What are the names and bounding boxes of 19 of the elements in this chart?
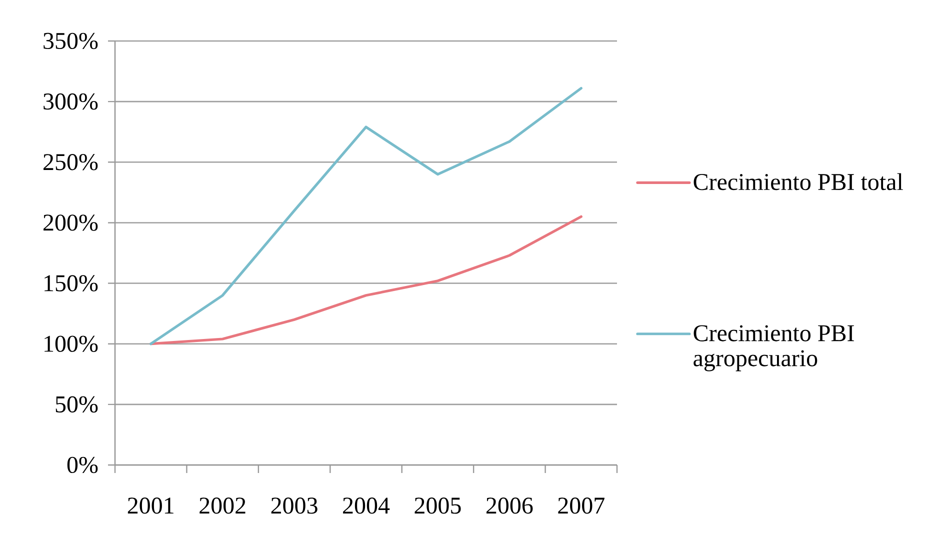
x-tick-label: 2007 bbox=[558, 498, 604, 514]
x-tick-label: 2006 bbox=[486, 498, 533, 514]
line-series bbox=[150, 215, 582, 346]
y-tick-label: 150% bbox=[44, 275, 98, 292]
x-tick-label: 2001 bbox=[128, 498, 174, 514]
y-tick-label: 250% bbox=[44, 154, 98, 170]
y-tick-label: 100% bbox=[44, 336, 98, 352]
y-tick-label: 350% bbox=[44, 32, 98, 50]
x-tick-label: 2003 bbox=[271, 498, 318, 514]
y-tick-label: 0% bbox=[67, 456, 98, 474]
x-tick-label: 2004 bbox=[343, 498, 390, 514]
legend-label: Crecimiento PBI total bbox=[694, 173, 903, 190]
legend-label: Crecimiento PBI agropecuario bbox=[694, 325, 854, 372]
line-series bbox=[150, 86, 582, 346]
y-tick-label: 200% bbox=[44, 214, 98, 231]
x-tick-label: 2005 bbox=[414, 498, 461, 514]
y-tick-label: 50% bbox=[56, 396, 98, 413]
x-tick-label: 2002 bbox=[200, 498, 246, 514]
y-tick-label: 300% bbox=[44, 93, 98, 110]
